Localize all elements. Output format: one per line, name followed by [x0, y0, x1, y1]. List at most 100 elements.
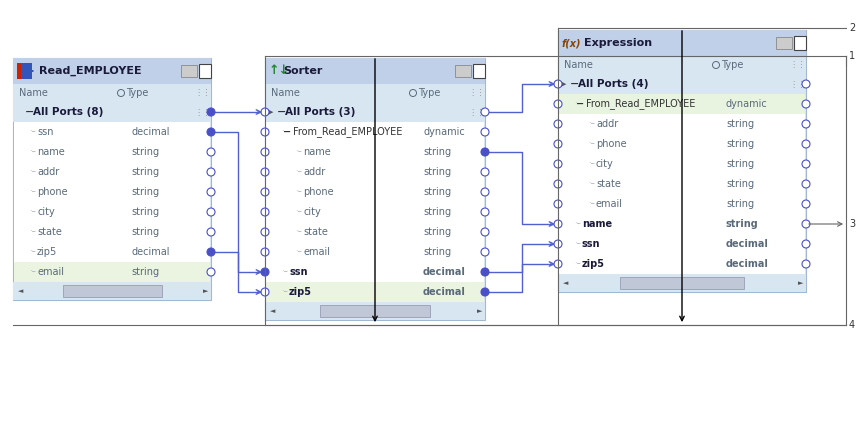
Text: ·–: ·– — [29, 187, 36, 197]
Text: string: string — [423, 187, 451, 197]
Circle shape — [481, 208, 489, 216]
Text: ssn: ssn — [37, 127, 53, 137]
Text: state: state — [303, 227, 328, 237]
Text: ↑↓: ↑↓ — [269, 64, 290, 77]
Bar — [63, 285, 161, 297]
Text: ssn: ssn — [582, 239, 601, 249]
Text: ·–: ·– — [295, 147, 302, 157]
Text: Name: Name — [564, 60, 593, 70]
Bar — [266, 282, 484, 302]
Circle shape — [554, 120, 562, 128]
Text: ▶: ▶ — [561, 81, 566, 87]
Text: ·–: ·– — [574, 219, 581, 229]
Text: −: − — [25, 107, 34, 117]
Text: string: string — [423, 167, 451, 177]
Text: ⋮⋮: ⋮⋮ — [789, 61, 807, 69]
Bar — [14, 142, 210, 162]
Circle shape — [554, 100, 562, 108]
Circle shape — [261, 128, 269, 136]
Text: string: string — [726, 159, 754, 169]
Text: email: email — [303, 247, 330, 257]
Bar — [13, 58, 211, 84]
Bar — [14, 202, 210, 222]
Bar — [14, 182, 210, 202]
Text: string: string — [423, 227, 451, 237]
Text: ⋮⋮: ⋮⋮ — [789, 80, 807, 88]
Bar — [266, 242, 484, 262]
Circle shape — [207, 108, 215, 116]
Text: ·–: ·– — [29, 267, 36, 277]
Text: ·–: ·– — [588, 160, 595, 168]
Text: string: string — [423, 247, 451, 257]
Text: dynamic: dynamic — [726, 99, 768, 109]
Circle shape — [261, 248, 269, 256]
Bar — [199, 64, 211, 78]
Bar — [794, 36, 806, 50]
Circle shape — [261, 208, 269, 216]
Bar — [14, 162, 210, 182]
Text: ◄: ◄ — [563, 280, 568, 286]
Text: Type: Type — [126, 88, 148, 98]
Bar — [13, 84, 211, 102]
Text: −: − — [283, 127, 291, 137]
Bar — [559, 94, 805, 114]
Circle shape — [207, 228, 215, 236]
Text: ⋮⋮: ⋮⋮ — [468, 107, 486, 117]
Bar — [559, 134, 805, 154]
Bar — [559, 154, 805, 174]
Circle shape — [481, 268, 489, 276]
Text: ⋮⋮: ⋮⋮ — [468, 88, 486, 98]
Text: ·–: ·– — [588, 120, 595, 128]
Bar — [558, 30, 806, 56]
Circle shape — [802, 160, 810, 168]
Circle shape — [261, 228, 269, 236]
Text: ►: ► — [203, 288, 208, 294]
Text: All Ports (4): All Ports (4) — [578, 79, 649, 89]
Text: city: city — [303, 207, 321, 217]
Text: phone: phone — [37, 187, 68, 197]
Text: All Ports (3): All Ports (3) — [285, 107, 355, 117]
Text: ◄: ◄ — [18, 288, 23, 294]
Text: string: string — [131, 207, 159, 217]
Circle shape — [207, 268, 215, 276]
Text: decimal: decimal — [131, 247, 170, 257]
Text: ►: ► — [798, 280, 804, 286]
Bar — [266, 182, 484, 202]
Circle shape — [481, 148, 489, 156]
Circle shape — [554, 180, 562, 188]
Circle shape — [207, 188, 215, 196]
Bar — [559, 114, 805, 134]
Circle shape — [802, 180, 810, 188]
Bar — [266, 142, 484, 162]
Bar — [455, 65, 471, 77]
Text: ·–: ·– — [574, 240, 581, 248]
Text: phone: phone — [596, 139, 626, 149]
Circle shape — [207, 248, 215, 256]
Text: decimal: decimal — [423, 287, 466, 297]
Bar — [320, 305, 430, 317]
Text: ·–: ·– — [29, 147, 36, 157]
Text: string: string — [131, 167, 159, 177]
Circle shape — [802, 120, 810, 128]
Bar — [265, 58, 485, 320]
Text: city: city — [596, 159, 613, 169]
Text: Type: Type — [721, 60, 743, 70]
Text: string: string — [726, 219, 758, 229]
Text: 4: 4 — [849, 320, 855, 330]
Text: f(x): f(x) — [562, 38, 582, 48]
Text: Sorter: Sorter — [283, 66, 323, 76]
Text: ·–: ·– — [295, 187, 302, 197]
Text: string: string — [423, 207, 451, 217]
Text: decimal: decimal — [131, 127, 170, 137]
Text: addr: addr — [37, 167, 59, 177]
Circle shape — [481, 188, 489, 196]
Text: ·–: ·– — [29, 168, 36, 176]
Text: −: − — [277, 107, 287, 117]
Text: decimal: decimal — [423, 267, 466, 277]
Text: Name: Name — [271, 88, 300, 98]
Text: Type: Type — [418, 88, 440, 98]
Text: ·–: ·– — [574, 259, 581, 269]
Text: ·–: ·– — [281, 267, 288, 277]
Bar — [559, 214, 805, 234]
Circle shape — [554, 80, 562, 88]
